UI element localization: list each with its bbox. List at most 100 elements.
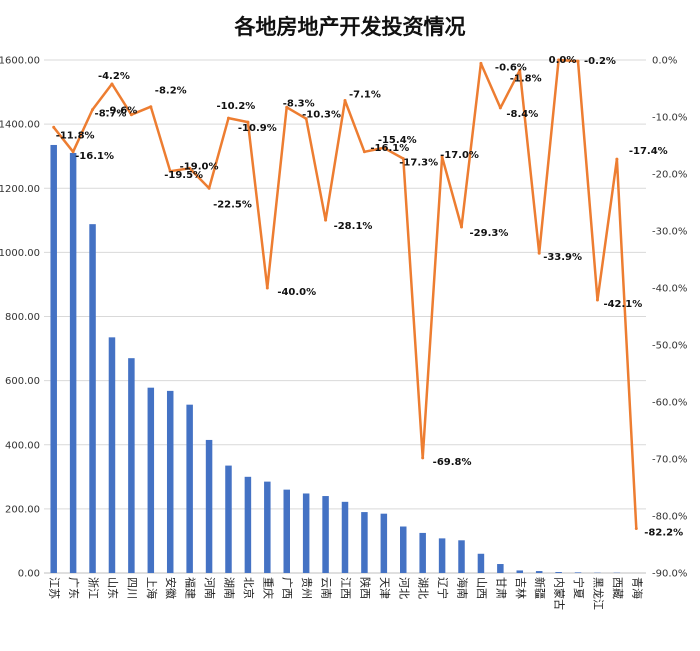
bar — [458, 540, 465, 573]
category-axis: 江苏 广东 浙江 山东 四川 上海 安徽 福建 河南 湖南 北京 重庆 广西 贵州 云南 江西 陕西 天津 河北 湖北… — [48, 577, 645, 610]
line-data-label: -29.3% — [470, 228, 509, 239]
line-data-label: -8.3% — [283, 98, 315, 109]
category-label: 黑龙江 — [591, 577, 604, 610]
bar — [225, 465, 232, 573]
right-tick-label: 0.0% — [652, 56, 677, 67]
bar — [380, 513, 388, 573]
category-label: 江苏 — [48, 577, 61, 599]
line-point — [498, 106, 502, 110]
line-data-label: -33.9% — [543, 252, 582, 263]
line-data-label: -42.1% — [603, 299, 642, 310]
line-point — [460, 225, 464, 229]
left-tick-label: 1200.00 — [0, 184, 40, 195]
line-data-label: -4.2% — [98, 71, 130, 82]
line-data-label: 0.0% — [549, 55, 577, 66]
line-data-label: -8.4% — [506, 109, 538, 120]
line-point — [324, 218, 328, 222]
line-data-label: -10.3% — [302, 110, 341, 121]
category-label: 江西 — [339, 577, 352, 599]
right-tick-label: -70.0% — [652, 455, 687, 466]
line-data-label: -16.1% — [75, 151, 114, 162]
bar — [535, 571, 543, 573]
line-point — [557, 58, 561, 62]
category-label: 西藏 — [611, 577, 624, 599]
category-label: 湖北 — [417, 577, 430, 599]
line-data-label: -17.3% — [399, 158, 438, 169]
line-data-label: -8.2% — [155, 86, 187, 97]
line-data-label: -8.7% — [95, 109, 127, 120]
bar — [186, 404, 193, 573]
category-label: 福建 — [184, 577, 198, 599]
line-data-label: -15.4% — [378, 135, 417, 146]
line-point — [382, 146, 386, 150]
right-tick-label: -60.0% — [652, 398, 687, 409]
right-tick-label: -90.0% — [652, 569, 687, 580]
left-tick-label: 600.00 — [5, 376, 40, 387]
bar — [166, 390, 174, 573]
line-data-label: -28.1% — [334, 221, 373, 232]
chart-title: 各地房地产开发投资情况 — [234, 15, 466, 39]
line-path — [52, 58, 638, 529]
bar — [477, 553, 485, 573]
category-label: 天津 — [378, 577, 391, 599]
line-point — [401, 157, 405, 161]
bar — [283, 489, 290, 573]
category-label: 湖南 — [222, 577, 235, 599]
line-point — [518, 68, 522, 72]
line-data-label: -22.5% — [213, 199, 252, 210]
category-label: 甘肃 — [494, 577, 507, 599]
bar — [50, 144, 57, 573]
left-tick-label: 1600.00 — [0, 56, 40, 67]
line-series — [52, 58, 638, 531]
category-label: 山东 — [106, 577, 119, 599]
line-data-label: -1.8% — [510, 73, 542, 84]
line-point — [576, 59, 580, 63]
line-point — [615, 157, 619, 161]
bar — [108, 337, 116, 573]
bar — [69, 152, 77, 573]
category-label: 河南 — [203, 577, 216, 599]
category-label: 广西 — [281, 577, 294, 599]
line-point — [362, 150, 366, 154]
line-data-label: -0.2% — [584, 56, 616, 67]
line-point — [110, 82, 114, 86]
category-label: 浙江 — [87, 577, 100, 599]
left-tick-label: 400.00 — [5, 440, 40, 451]
line-point — [52, 125, 56, 129]
line-point — [537, 251, 541, 255]
line-data-label: -0.6% — [495, 62, 527, 73]
category-label: 上海 — [145, 577, 159, 599]
line-data-label: -40.0% — [277, 287, 316, 298]
line-data-label: -10.9% — [238, 123, 277, 134]
category-label: 云南 — [320, 577, 333, 599]
line-point — [440, 155, 444, 159]
bar — [438, 538, 446, 573]
right-tick-label: -50.0% — [652, 341, 687, 352]
line-data-label: -69.8% — [433, 457, 472, 468]
line-point — [595, 298, 599, 302]
line-point — [91, 108, 95, 112]
category-label: 吉林 — [514, 577, 528, 599]
line-data-label: -7.1% — [349, 89, 381, 100]
bar — [147, 387, 155, 573]
category-label: 宁夏 — [572, 577, 586, 599]
bar — [264, 481, 271, 573]
line-point — [343, 98, 347, 102]
line-point — [304, 117, 308, 121]
bar — [497, 564, 504, 573]
category-label: 四川 — [125, 577, 138, 599]
category-label: 辽宁 — [436, 577, 450, 599]
category-label: 广东 — [67, 577, 80, 599]
category-label: 山西 — [475, 577, 488, 599]
category-label: 新疆 — [533, 577, 547, 599]
category-label: 安徽 — [164, 577, 178, 599]
left-tick-label: 0.00 — [18, 569, 40, 580]
line-point — [421, 456, 425, 460]
left-tick-label: 1400.00 — [0, 120, 40, 131]
gridlines — [44, 59, 646, 574]
line-point — [479, 61, 483, 65]
right-tick-label: -10.0% — [652, 113, 687, 124]
right-axis: 0.0% -10.0% -20.0% -30.0% -40.0% -50.0% -60.0%… — [652, 56, 687, 580]
right-tick-label: -30.0% — [652, 227, 687, 238]
